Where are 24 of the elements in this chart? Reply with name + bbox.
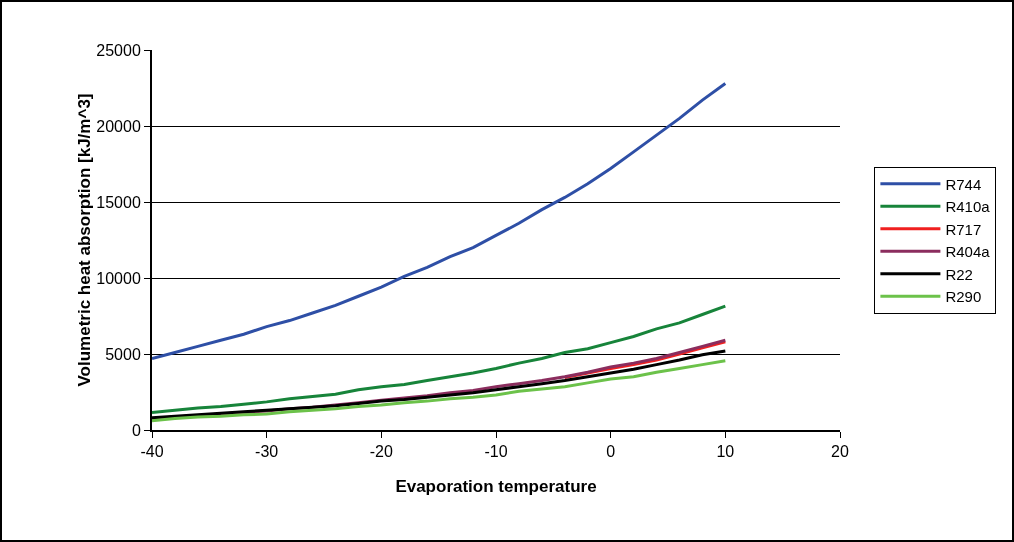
line-series [152, 81, 727, 361]
y-tick-label: 10000 [96, 269, 141, 287]
x-axis-title: Evaporation temperature [395, 477, 597, 496]
x-tick-label: -40 [140, 443, 164, 461]
y-tick-label: 0 [131, 421, 141, 439]
x-tick-label: -30 [255, 443, 279, 461]
y-tick-label: 5000 [105, 345, 141, 363]
x-tick-label: -20 [369, 443, 393, 461]
y-axis-title: Volumetric heat absorption [kJ/m^3] [75, 93, 95, 387]
y-tick-label: 15000 [96, 193, 141, 211]
line-series [152, 359, 727, 423]
y-tick-label: 20000 [96, 117, 141, 135]
x-tick-label: -10 [484, 443, 508, 461]
legend-label: R744 [945, 175, 982, 193]
x-tick-label: 20 [831, 443, 849, 461]
legend-label: R717 [945, 220, 982, 238]
line-series [152, 304, 727, 415]
legend-label: R290 [945, 288, 982, 306]
legend-label: R22 [945, 265, 973, 283]
x-tick-label: 0 [606, 443, 616, 461]
legend-label: R410a [945, 198, 991, 216]
x-tick-label: 10 [716, 443, 735, 461]
y-tick-label: 25000 [96, 41, 141, 59]
legend-label: R404a [945, 243, 991, 261]
